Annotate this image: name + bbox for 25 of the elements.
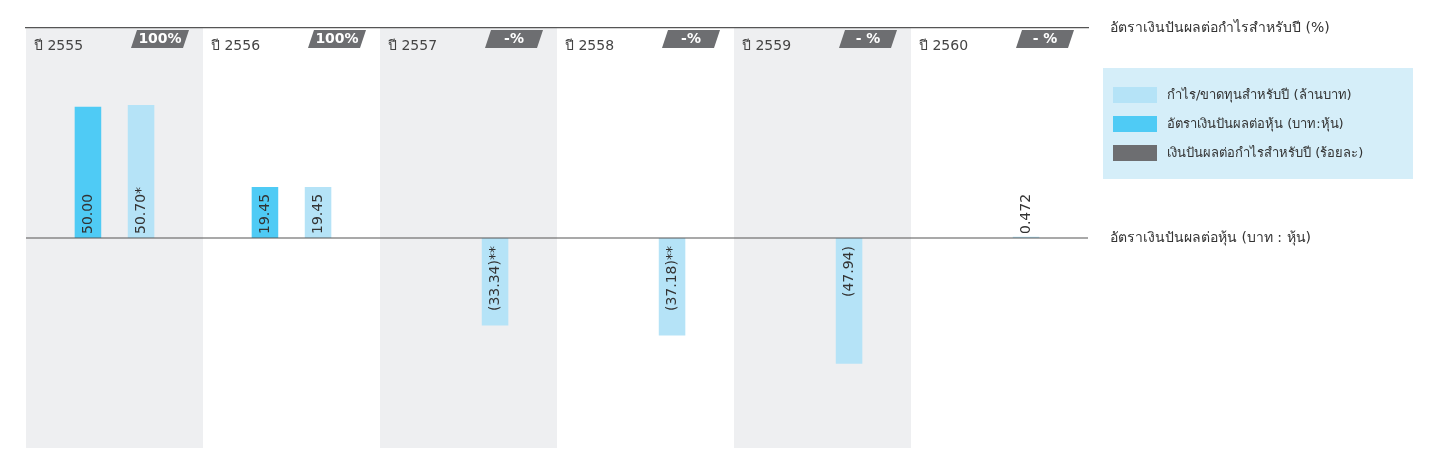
y2-axis-title: อัตราเงินปันผลต่อกำไรสำหรับปี (%) <box>1110 18 1330 35</box>
legend-label: กำไร/ขาดทุนสำหรับปี (ล้านบาท) <box>1167 86 1352 105</box>
legend-label: อัตราเงินปันผลต่อหุ้น (บาท:หุ้น) <box>1167 115 1344 134</box>
text: - % <box>1032 29 1058 46</box>
y-axis-title: อัตราเงินปันผลต่อหุ้น (บาท : หุ้น) <box>1110 228 1311 246</box>
data-label: (33.34)** <box>485 246 502 312</box>
text: -% <box>681 29 701 46</box>
data-label: (37.18)** <box>662 246 679 312</box>
text: - % <box>855 29 881 46</box>
x-tick-label: ปี 2557 <box>388 36 438 53</box>
text: 100% <box>315 29 359 46</box>
data-label: 50.70* <box>131 186 148 234</box>
legend-label: เงินปันผลต่อกำไรสำหรับปี (ร้อยละ) <box>1167 144 1364 162</box>
text: 100% <box>138 29 182 46</box>
x-tick-label: ปี 2555 <box>34 36 84 53</box>
x-tick-label: ปี 2556 <box>211 36 261 53</box>
data-label: (47.94) <box>839 246 856 298</box>
data-label: 50.00 <box>78 193 95 234</box>
text: -% <box>504 29 524 46</box>
data-label: 19.45 <box>308 193 325 234</box>
x-tick-label: ปี 2559 <box>742 36 792 53</box>
data-label: 0.472 <box>1016 193 1033 234</box>
x-tick-label: ปี 2560 <box>919 36 969 53</box>
x-tick-label: ปี 2558 <box>565 36 615 53</box>
data-label: 19.45 <box>255 193 272 234</box>
